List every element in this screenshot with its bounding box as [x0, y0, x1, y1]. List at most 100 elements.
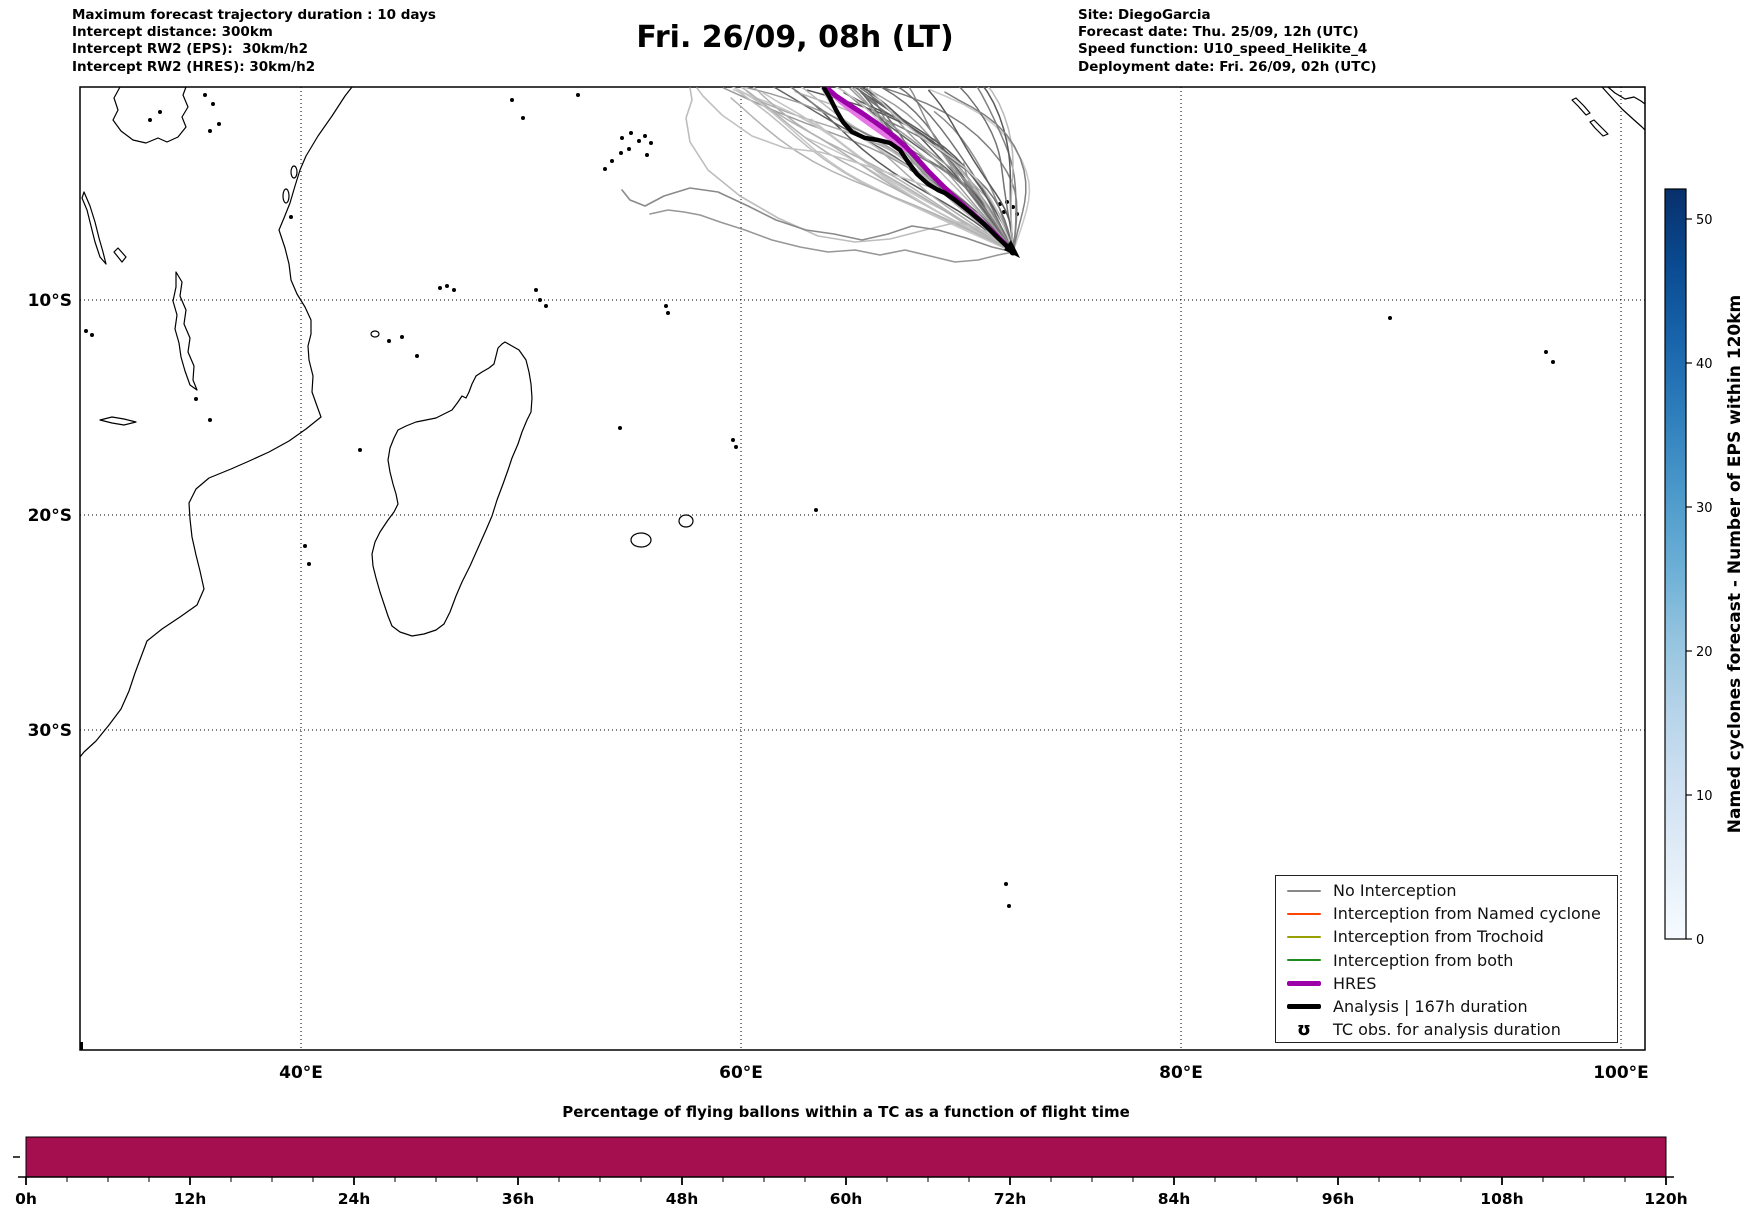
bottom-tick-label-108h: 108h — [1480, 1190, 1523, 1208]
island-dot-15 — [538, 298, 542, 302]
bottom-tick-label-120h: 120h — [1644, 1190, 1687, 1208]
site-info-text: Site: DiegoGarcia Forecast date: Thu. 25/… — [1078, 7, 1377, 76]
island-ellipse-4 — [678, 514, 694, 528]
eps-member-42 — [987, 87, 1014, 253]
bottom-tick-label-96h: 96h — [1322, 1190, 1355, 1208]
intercept-distance-line: Intercept distance: 300km — [72, 24, 273, 41]
coastlines-layer — [80, 87, 1645, 1050]
bottom-tick-label-12h: 12h — [174, 1190, 207, 1208]
island-square — [80, 1042, 83, 1050]
island-dot-22 — [629, 131, 633, 135]
intercept-rw2-hres-line: Intercept RW2 (HRES): 30km/h2 — [72, 58, 316, 75]
deployment-date-line: Deployment date: Fri. 26/09, 02h (UTC) — [1078, 58, 1377, 75]
bottom-tick-label-72h: 72h — [994, 1190, 1027, 1208]
legend-item-5: Analysis | 167h duration — [1284, 995, 1617, 1018]
island-dot-42 — [1011, 205, 1015, 209]
legend-item-4: HRES — [1284, 972, 1617, 995]
island-dot-3 — [208, 129, 212, 133]
island-dot-31 — [664, 304, 668, 308]
island-outline-6 — [1607, 87, 1645, 105]
legend-item-2: Interception from Trochoid — [1284, 925, 1617, 948]
island-dot-5 — [158, 110, 162, 114]
island-outline-8 — [1589, 119, 1609, 137]
island-outline-7 — [1571, 97, 1591, 116]
bottom-tick-label-60h: 60h — [830, 1190, 863, 1208]
run-config-text: Maximum forecast trajectory duration : 1… — [72, 7, 436, 76]
island-dot-8 — [289, 215, 293, 219]
island-dot-7 — [90, 333, 94, 337]
legend-label-2: Interception from Trochoid — [1333, 927, 1544, 947]
island-dot-14 — [452, 288, 456, 292]
eps-member-14 — [884, 87, 1018, 253]
island-dot-26 — [627, 147, 631, 151]
island-dot-11 — [415, 354, 419, 358]
legend-item-0: No Interception — [1284, 879, 1617, 902]
island-outline-5 — [99, 416, 137, 426]
trajectories-layer — [621, 87, 1031, 263]
legend-line-swatch-5 — [1287, 1004, 1321, 1010]
legend-label-0: No Interception — [1333, 881, 1457, 901]
colorbar-tick-label-30: 30 — [1696, 501, 1713, 516]
legend-line-swatch-2 — [1287, 935, 1321, 938]
colorbar-tick-label-20: 20 — [1696, 645, 1713, 660]
island-dot-35 — [734, 445, 738, 449]
island-ellipse-2 — [370, 330, 380, 338]
colorbar-label: Named cyclones forecast - Number of EPS … — [1725, 295, 1745, 834]
eps-outlier-2 — [621, 187, 1014, 253]
island-ellipse-3 — [630, 532, 652, 548]
tc-obs-icon: ʊ — [1297, 1018, 1311, 1040]
island-dot-51 — [194, 397, 198, 401]
intercept-rw2-eps-line: Intercept RW2 (EPS): 30km/h2 — [72, 41, 308, 58]
island-dot-25 — [649, 141, 653, 145]
island-dot-34 — [731, 438, 735, 442]
island-dot-27 — [619, 151, 623, 155]
island-dot-18 — [510, 98, 514, 102]
island-dot-29 — [610, 159, 614, 163]
x-tick-label-40°E: 40°E — [279, 1063, 323, 1083]
y-tick-label-10°S: 10°S — [28, 291, 72, 311]
legend-line-swatch-4 — [1287, 980, 1321, 986]
island-dot-4 — [148, 118, 152, 122]
island-dot-19 — [521, 116, 525, 120]
analysis-track — [821, 87, 1016, 255]
island-dot-30 — [603, 167, 607, 171]
island-dot-39 — [814, 508, 818, 512]
colorbar-tick-label-10: 10 — [1696, 789, 1713, 804]
island-dot-9 — [387, 339, 391, 343]
legend-line-swatch-3 — [1287, 959, 1321, 962]
bottom-tick-label-0h: 0h — [15, 1190, 37, 1208]
island-dot-49 — [1007, 904, 1011, 908]
eps-member-43 — [789, 87, 1014, 253]
bottom-tick-label-48h: 48h — [666, 1190, 699, 1208]
island-dot-13 — [445, 284, 449, 288]
legend-label-4: HRES — [1333, 973, 1377, 993]
island-dot-28 — [645, 153, 649, 157]
island-dot-12 — [438, 286, 442, 290]
island-dot-50 — [208, 418, 212, 422]
eps-member-light-6 — [810, 118, 1014, 253]
island-dot-6 — [84, 329, 88, 333]
eps-member-29 — [897, 87, 1014, 253]
legend-item-1: Interception from Named cyclone — [1284, 902, 1617, 925]
eps-member-light-1 — [736, 90, 1014, 253]
frame-title: Fri. 26/09, 08h (LT) — [636, 20, 954, 55]
island-dot-37 — [307, 562, 311, 566]
coastline-path-1 — [1601, 87, 1645, 131]
bottom-tick-label-36h: 36h — [502, 1190, 535, 1208]
island-dot-32 — [666, 311, 670, 315]
island-ellipse-0 — [290, 165, 298, 179]
eps-member-23 — [869, 89, 1014, 253]
flight-time-bar — [25, 1136, 1667, 1178]
eps-member-39 — [867, 87, 1014, 253]
forecast-date-line: Forecast date: Thu. 25/09, 12h (UTC) — [1078, 24, 1359, 41]
island-dot-17 — [534, 288, 538, 292]
island-dot-21 — [620, 136, 624, 140]
max-duration-line: Maximum forecast trajectory duration : 1… — [72, 7, 436, 23]
island-dot-2 — [217, 122, 221, 126]
colorbar-tick-label-0: 0 — [1696, 933, 1704, 948]
legend-item-6: ʊ TC obs. for analysis duration — [1284, 1018, 1617, 1041]
island-dot-24 — [643, 134, 647, 138]
coastline-path-0 — [80, 87, 353, 758]
bottom-chart-title: Percentage of flying ballons within a TC… — [562, 1103, 1130, 1121]
island-dot-33 — [618, 426, 622, 430]
